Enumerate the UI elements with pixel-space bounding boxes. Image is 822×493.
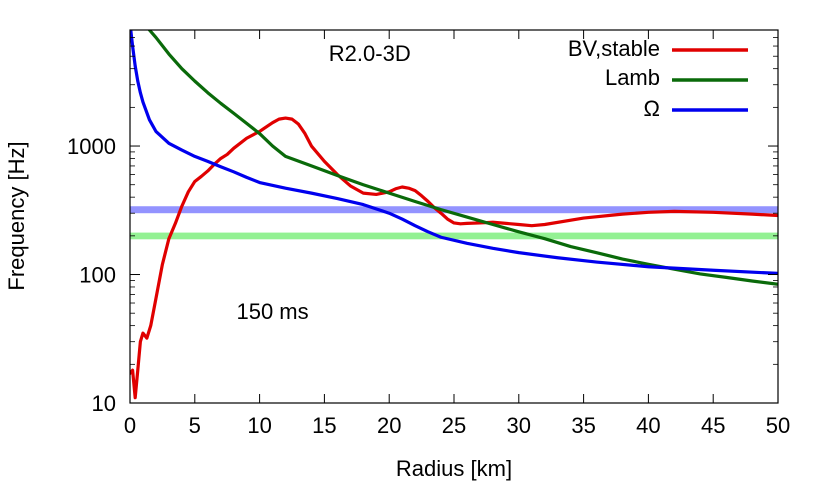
legend-label-omega: Ω [644, 96, 660, 121]
series-line-bv-stable [130, 116, 778, 400]
x-tick-label: 30 [507, 413, 531, 438]
x-axis-title: Radius [km] [396, 456, 512, 481]
x-tick-label: 0 [124, 413, 136, 438]
legend-label-lamb: Lamb [605, 65, 660, 90]
y-tick-label: 10 [92, 391, 116, 416]
legend: BV,stable Lamb Ω [568, 36, 748, 121]
y-tick-label: 1000 [67, 134, 116, 159]
y-axis-title: Frequency [Hz] [4, 141, 29, 290]
bands-layer [130, 206, 778, 240]
x-tick-label: 50 [766, 413, 790, 438]
y-tick-label: 100 [79, 263, 116, 288]
annotation-run-label: R2.0-3D [329, 41, 411, 66]
legend-label-bv: BV,stable [568, 36, 660, 61]
x-tick-label: 35 [571, 413, 595, 438]
x-tick-label: 10 [247, 413, 271, 438]
x-tick-label: 25 [442, 413, 466, 438]
annotation-time-label: 150 ms [236, 299, 308, 324]
series-line-lamb [147, 30, 778, 286]
ticks-layer [129, 29, 779, 404]
series-layer [130, 30, 778, 400]
green-band [130, 232, 778, 240]
series-line-omega [130, 30, 778, 276]
x-tick-label: 5 [189, 413, 201, 438]
x-tick-label: 15 [312, 413, 336, 438]
x-tick-label: 45 [701, 413, 725, 438]
x-tick-label: 20 [377, 413, 401, 438]
tick-labels-layer: 0 5 10 15 20 25 30 35 40 45 50 10 100 1000 [67, 134, 790, 438]
plot-frame [129, 29, 779, 404]
x-tick-label: 40 [636, 413, 660, 438]
blue-band [130, 206, 778, 214]
